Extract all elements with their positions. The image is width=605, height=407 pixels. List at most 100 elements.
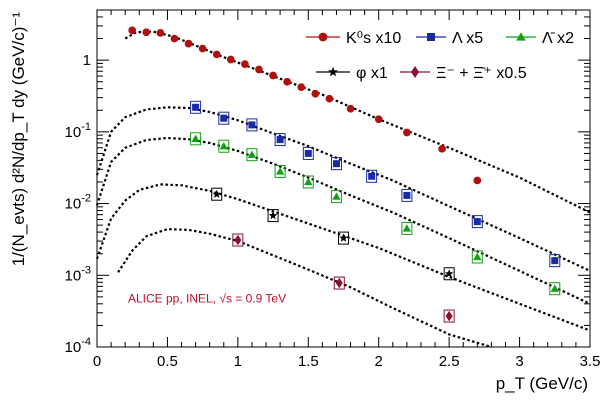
fit-curve: [95, 136, 591, 305]
systematic-error-box: [549, 254, 561, 268]
marker: [220, 114, 228, 122]
data-point: [232, 233, 244, 247]
marker: [335, 277, 343, 289]
data-point: [274, 133, 286, 147]
x-axis-title: p_T (GeV/c): [496, 374, 588, 393]
data-point: [401, 221, 413, 235]
systematic-error-box: [338, 231, 349, 245]
plot-frame: [96, 9, 591, 348]
y-tick-label: 10-1: [65, 121, 91, 141]
legend-entry: φ x1: [316, 65, 388, 82]
marker: [473, 252, 482, 261]
fit-curve: [124, 30, 591, 214]
data-point: [330, 157, 342, 171]
data-point: [403, 128, 411, 137]
data-points: [128, 26, 561, 323]
marker: [255, 65, 263, 74]
systematic-error-box: [232, 233, 244, 247]
y-axis-title: 1/(N_evts) d²N/dp_T dy (GeV/c)⁻¹: [9, 12, 28, 267]
data-point: [246, 148, 258, 162]
marker: [325, 94, 334, 103]
marker: [170, 34, 179, 43]
data-point: [226, 55, 235, 64]
legend-marker: [318, 32, 328, 42]
marker: [269, 71, 277, 80]
data-point: [241, 60, 249, 68]
fit-curve: [95, 106, 591, 272]
marker: [212, 189, 222, 198]
marker: [241, 60, 249, 68]
data-point: [297, 83, 306, 91]
marker: [234, 234, 242, 246]
data-point: [401, 188, 413, 202]
systematic-error-box: [302, 146, 314, 160]
systematic-error-box: [302, 175, 314, 189]
legend-entry: Λ̄ x2: [506, 30, 574, 47]
legend-label: Λ̄ x2: [542, 30, 574, 47]
marker: [368, 172, 376, 180]
legend-entry: K⁰s x10: [306, 30, 401, 47]
systematic-error-box: [549, 282, 561, 296]
systematic-error-box: [190, 132, 202, 146]
data-point: [218, 111, 230, 125]
marker: [191, 134, 200, 142]
systematic-error-box: [330, 157, 342, 171]
x-tick-label: 3.5: [580, 353, 601, 370]
data-point: [198, 44, 207, 53]
systematic-error-box: [246, 148, 258, 162]
systematic-error-box: [443, 309, 455, 323]
data-point: [325, 94, 334, 103]
legend-marker: [427, 33, 435, 41]
marker: [219, 142, 228, 150]
data-point: [269, 71, 277, 80]
marker: [156, 29, 165, 37]
legend: K⁰s x10 Λ x5 Λ̄ x2 φ x1 Ξ⁻ + Ξ̄⁺ x0.5: [306, 30, 574, 82]
marker: [192, 103, 200, 111]
data-point: [170, 34, 179, 43]
legend-entry: Ξ⁻ + Ξ̄⁺ x0.5: [400, 65, 527, 82]
marker: [339, 233, 348, 242]
systematic-error-box: [246, 118, 258, 132]
data-point: [255, 65, 263, 74]
marker: [283, 77, 292, 86]
marker: [275, 167, 285, 175]
y-tick-label: 1: [83, 52, 91, 69]
x-tick-label: 1: [234, 353, 242, 370]
marker: [374, 115, 383, 124]
legend-label: Ξ⁻ + Ξ̄⁺ x0.5: [436, 65, 527, 82]
marker: [297, 83, 306, 91]
data-point: [333, 276, 345, 290]
data-point: [302, 146, 314, 160]
systematic-error-box: [190, 100, 202, 114]
systematic-error-box: [274, 133, 286, 147]
data-point: [311, 89, 320, 98]
legend-label: φ x1: [356, 65, 388, 82]
x-tick-label: 2.5: [439, 353, 460, 370]
systematic-error-box: [471, 250, 483, 264]
fit-curve: [95, 183, 591, 332]
data-point: [190, 100, 202, 114]
marker: [438, 144, 446, 153]
data-point: [283, 77, 292, 86]
data-point: [374, 115, 383, 124]
marker: [473, 176, 482, 185]
data-point: [346, 104, 355, 113]
data-point: [471, 215, 483, 229]
data-point: [184, 39, 193, 48]
legend-entry: Λ x5: [416, 30, 483, 47]
data-point: [212, 50, 221, 59]
data-point: [443, 309, 455, 323]
x-tick-label: 0.5: [157, 353, 178, 370]
legend-marker: [411, 66, 419, 78]
data-point: [190, 132, 202, 146]
marker: [247, 150, 257, 158]
marker: [445, 310, 453, 322]
x-tick-label: 3: [515, 353, 523, 370]
marker: [403, 128, 411, 137]
fit-curve: [117, 227, 492, 349]
systematic-error-box: [218, 139, 230, 153]
systematic-error-box: [471, 215, 483, 229]
x-tick-label: 2: [375, 353, 383, 370]
data-point: [330, 190, 342, 204]
systematic-error-box: [333, 276, 345, 290]
